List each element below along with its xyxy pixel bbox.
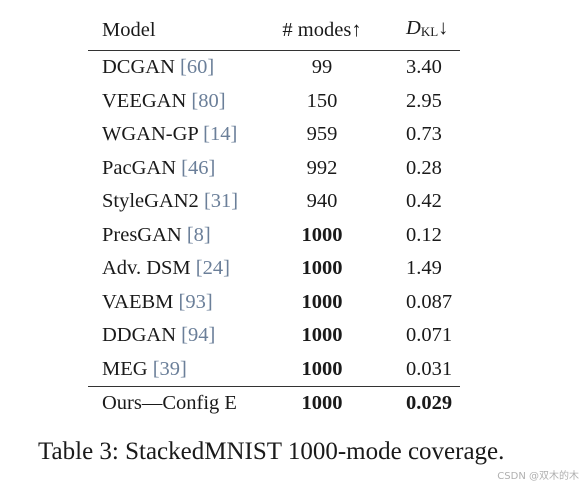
table-caption: Table 3: StackedMNIST 1000-mode coverage… — [38, 438, 505, 465]
header-model: Model — [102, 19, 156, 41]
header-kl-arrow: ↓ — [438, 17, 449, 39]
citation-link[interactable]: [60] — [180, 56, 215, 78]
citation-link[interactable]: [80] — [191, 89, 226, 112]
cell-modes: 1000 — [301, 290, 343, 313]
cell-model: DCGAN [60] — [88, 50, 272, 85]
model-name: Adv. DSM — [102, 257, 196, 279]
model-name: VEEGAN — [102, 89, 192, 112]
cell-kl: 0.087 — [406, 290, 453, 313]
model-name: VAEBM — [102, 290, 179, 313]
cell-modes: 1000 — [301, 223, 343, 246]
header-kl-subscript: KL — [420, 24, 439, 39]
header-modes: # modes↑ — [282, 19, 362, 41]
cell-model: PacGAN [46] — [88, 152, 272, 186]
header-kl-symbol: DKL — [406, 17, 439, 39]
table-row: WGAN-GP [14] 959 0.73 — [88, 118, 460, 152]
results-table: Model # modes↑ DKL↓ DCGAN [60] 99 3.40 VEEG… — [88, 10, 460, 421]
cell-model: MEG [39] — [88, 353, 272, 387]
cell-model: VEEGAN [80] — [88, 85, 272, 119]
table-row: PresGAN [8] 1000 0.12 — [88, 219, 460, 253]
table-row: StyleGAN2 [31] 940 0.42 — [88, 185, 460, 219]
table-row: VEEGAN [80] 150 2.95 — [88, 85, 460, 119]
cell-model: Adv. DSM [24] — [88, 252, 272, 286]
results-table-container: Model # modes↑ DKL↓ DCGAN [60] 99 3.40 VEEG… — [88, 10, 460, 421]
cell-modes: 1000 — [301, 357, 343, 380]
citation-link[interactable]: [14] — [203, 123, 238, 145]
cell-model: VAEBM [93] — [88, 286, 272, 320]
cell-model: StyleGAN2 [31] — [88, 185, 272, 219]
model-name: DDGAN — [102, 324, 182, 346]
model-name: PacGAN — [102, 156, 182, 179]
watermark-text: CSDN @双木的木 — [497, 471, 579, 482]
citation-link[interactable]: [93] — [178, 290, 213, 313]
citation-link[interactable]: [39] — [152, 357, 187, 380]
model-name: PresGAN — [102, 223, 187, 246]
model-name: Ours—Config E — [102, 392, 237, 414]
citation-link[interactable]: [46] — [181, 156, 216, 179]
model-name: DCGAN — [102, 56, 181, 78]
cell-kl: 0.071 — [406, 324, 453, 346]
model-name: WGAN-GP — [102, 123, 204, 145]
cell-modes: 150 — [306, 89, 338, 112]
cell-modes: 99 — [272, 50, 372, 85]
cell-modes: 1000 — [301, 324, 343, 346]
model-name: MEG — [102, 357, 153, 380]
cell-modes: 1000 — [301, 257, 343, 279]
cell-modes: 1000 — [272, 386, 372, 421]
cell-kl: 0.73 — [406, 123, 442, 145]
cell-model: WGAN-GP [14] — [88, 118, 272, 152]
citation-link[interactable]: [94] — [181, 324, 216, 346]
cell-kl: 0.42 — [406, 190, 442, 212]
table-row: VAEBM [93] 1000 0.087 — [88, 286, 460, 320]
table-row: DDGAN [94] 1000 0.071 — [88, 319, 460, 353]
table-row: DCGAN [60] 99 3.40 — [88, 50, 460, 85]
model-name: StyleGAN2 — [102, 190, 204, 212]
citation-link[interactable]: [24] — [195, 257, 230, 279]
cell-kl: 2.95 — [406, 89, 442, 112]
header-kl: DKL↓ — [372, 10, 460, 51]
cell-modes: 959 — [306, 123, 338, 145]
cell-kl: 0.28 — [406, 156, 442, 179]
table-row: Adv. DSM [24] 1000 1.49 — [88, 252, 460, 286]
table-row: MEG [39] 1000 0.031 — [88, 353, 460, 387]
citation-link[interactable]: [8] — [186, 223, 211, 246]
table-row: Ours—Config E 1000 0.029 — [88, 386, 460, 421]
cell-kl: 3.40 — [372, 50, 460, 85]
cell-model: PresGAN [8] — [88, 219, 272, 253]
cell-modes: 940 — [306, 190, 338, 212]
cell-modes: 992 — [306, 156, 338, 179]
citation-link[interactable]: [31] — [203, 190, 239, 212]
cell-kl: 0.12 — [406, 223, 442, 246]
cell-model: DDGAN [94] — [88, 319, 272, 353]
table-body: DCGAN [60] 99 3.40 VEEGAN [80] 150 2.95 WGAN-G… — [88, 50, 460, 421]
table-row: PacGAN [46] 992 0.28 — [88, 152, 460, 186]
table-header-row: Model # modes↑ DKL↓ — [88, 10, 460, 51]
cell-kl: 0.029 — [372, 386, 460, 421]
cell-kl: 0.031 — [406, 357, 453, 380]
cell-model: Ours—Config E — [88, 386, 272, 421]
cell-kl: 1.49 — [406, 257, 442, 279]
